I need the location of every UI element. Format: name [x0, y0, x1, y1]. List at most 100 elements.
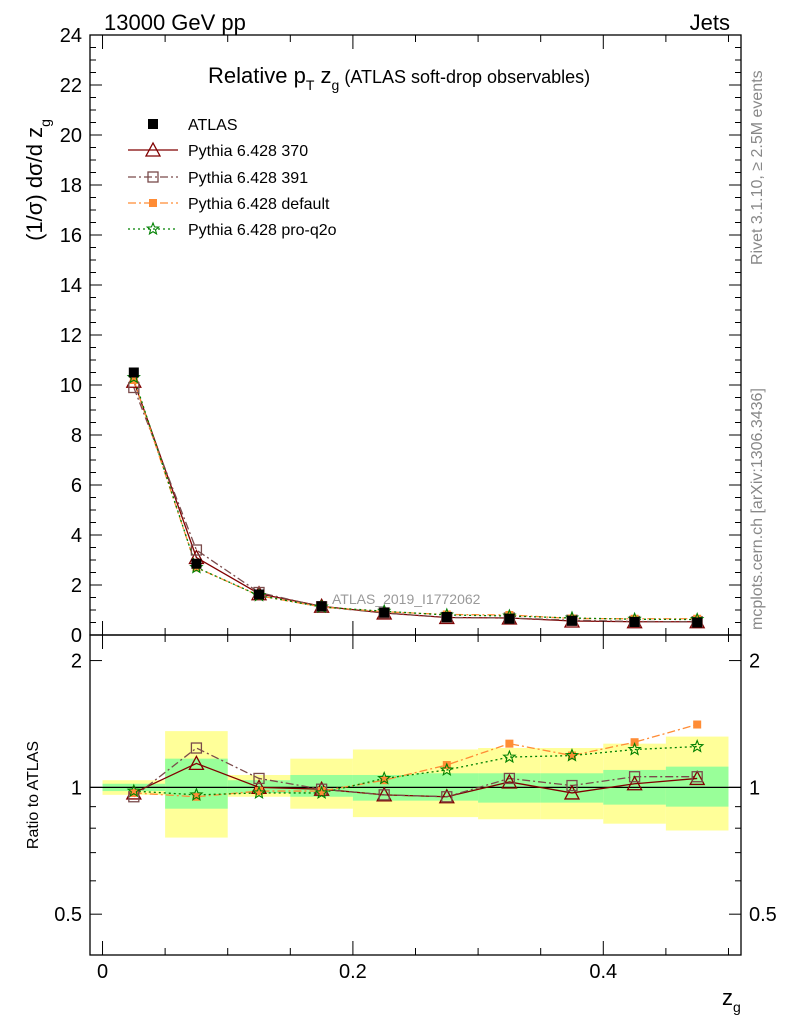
- data-point: [441, 612, 452, 622]
- ratio-y-tick-label-right: 2: [749, 651, 760, 673]
- y-tick-label: 6: [71, 475, 82, 497]
- ratio-point: [564, 748, 580, 762]
- ratio-point: [439, 762, 454, 777]
- series-line-main: [133, 381, 698, 623]
- analysis-label: ATLAS_2019_I1772062: [332, 591, 481, 607]
- ratio-point: [251, 785, 267, 800]
- ratio-point: [126, 783, 141, 798]
- series-point: [190, 544, 203, 556]
- y-tick-label: 14: [60, 275, 82, 297]
- data-point: [566, 615, 577, 626]
- ratio-y-tick-label-right: 1: [749, 777, 760, 799]
- title-sub-g: g: [332, 77, 340, 93]
- ratio-y-label: Ratio to ATLAS: [25, 741, 42, 849]
- x-axis-label-sub: g: [733, 999, 741, 1015]
- y-tick-label: 18: [60, 175, 82, 197]
- y-tick-label: 24: [60, 25, 82, 47]
- data-point: [254, 589, 265, 600]
- ratio-point: [503, 772, 516, 785]
- ratio-point: [690, 739, 705, 753]
- ratio-y-tick-label: 0.5: [54, 904, 82, 926]
- ratio-point: [689, 770, 706, 786]
- title-z: z: [314, 63, 331, 88]
- series-line-ratio: [133, 723, 698, 798]
- series-line-ratio: [133, 747, 698, 798]
- ratio-point: [563, 784, 581, 800]
- series-markers: [125, 367, 706, 804]
- data-point: [379, 607, 390, 618]
- series-line-main: [133, 387, 698, 623]
- legend-label-370: Pythia 6.428 370: [188, 143, 308, 160]
- ratio-point: [501, 773, 518, 789]
- legend-marker: [144, 141, 162, 157]
- legend-marker: [149, 199, 157, 207]
- ratio-y-tick-label: 2: [71, 651, 82, 673]
- y-tick-label: 10: [60, 375, 82, 397]
- ratio-point: [188, 755, 205, 771]
- data-point: [692, 617, 703, 628]
- legend-marker-data: [148, 119, 158, 129]
- ratio-band-green: [665, 766, 729, 807]
- ratio-point: [441, 791, 453, 803]
- chart-title: Relative pT zg (ATLAS soft-drop observab…: [208, 63, 590, 93]
- x-tick-label: 0.4: [589, 961, 617, 983]
- y-axis-label: (1/σ) dσ/d zg: [22, 119, 53, 241]
- x-tick-label: 0: [97, 961, 108, 983]
- ratio-point: [317, 787, 326, 796]
- ratio-point: [626, 775, 643, 791]
- y-axis-label-sub: g: [37, 119, 53, 127]
- ratio-point: [438, 788, 455, 804]
- ratio-point: [502, 749, 517, 764]
- data-point: [128, 367, 139, 378]
- y-tick-label: 4: [71, 525, 82, 547]
- x-axis-label-main: z: [722, 985, 733, 1010]
- y-tick-label: 2: [71, 575, 82, 597]
- title-main: Relative p: [208, 63, 306, 88]
- header-left: 13000 GeV pp: [104, 10, 246, 35]
- ratio-point: [693, 720, 702, 729]
- ratio-point: [190, 742, 203, 754]
- legend-marker: [147, 171, 159, 183]
- title-sub-t: T: [306, 77, 315, 93]
- x-axis-label: zg: [722, 985, 741, 1015]
- x-tick-label: 0.2: [339, 961, 367, 983]
- ratio-point: [189, 787, 204, 801]
- ratio-point: [314, 785, 329, 800]
- ratio-point: [567, 751, 576, 760]
- rivet-label: Rivet 3.1.10, ≥ 2.5M events: [749, 70, 766, 265]
- ratio-point: [376, 786, 393, 802]
- y-tick-label: 20: [60, 125, 82, 147]
- ratio-point: [255, 787, 264, 796]
- legend: ATLAS Pythia 6.428 370 Pythia 6.428 391 …: [128, 117, 337, 239]
- ratio-point: [627, 741, 642, 756]
- series-lines: [90, 377, 741, 798]
- mcplots-label: mcplots.cern.ch [arXiv:1306.3436]: [749, 388, 766, 630]
- series-line-main: [133, 379, 698, 620]
- data-point: [629, 617, 640, 627]
- data-point: [504, 613, 515, 624]
- axes: [89, 34, 742, 956]
- ratio-y-tick-label: 1: [71, 777, 82, 799]
- ratio-point: [377, 770, 392, 785]
- ratio-point: [253, 772, 265, 785]
- series-line-main: [133, 377, 698, 621]
- legend-label-default: Pythia 6.428 default: [188, 196, 330, 213]
- legend-label-proq2o: Pythia 6.428 pro-q2o: [188, 222, 337, 239]
- ratio-band-green: [165, 758, 228, 809]
- y-axis-label-main: (1/σ) dσ/d z: [22, 127, 47, 241]
- ratio-point: [505, 739, 514, 748]
- ratio-point: [566, 779, 578, 792]
- ratio-point: [691, 771, 703, 783]
- y-tick-label: 0: [71, 625, 82, 647]
- ratio-point: [192, 792, 201, 801]
- ratio-point: [129, 788, 138, 797]
- legend-label-391: Pythia 6.428 391: [188, 170, 308, 187]
- legend-marker: [145, 221, 161, 236]
- y-tick-label: 8: [71, 425, 82, 447]
- ratio-point: [628, 771, 641, 783]
- legend-label-data: ATLAS: [188, 117, 238, 134]
- y-tick-label: 22: [60, 75, 82, 97]
- ratio-y-tick-label-right: 0.5: [749, 904, 777, 926]
